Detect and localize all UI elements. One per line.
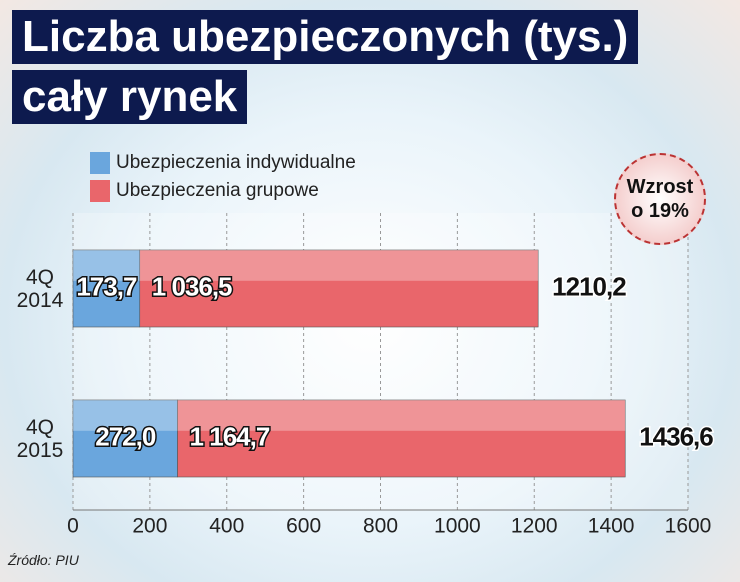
x-tick-label: 600 — [286, 515, 321, 538]
x-tick-label: 1400 — [588, 515, 635, 538]
x-tick-label: 800 — [363, 515, 398, 538]
source: Źródło: PIU — [8, 552, 79, 568]
value-label: 1 164,7 — [190, 421, 270, 451]
annotation: Wzrost o 19% — [614, 153, 706, 245]
total-label: 1210,2 — [552, 271, 626, 301]
chart-subtitle: cały rynek — [12, 70, 248, 124]
chart-title: Liczba ubezpieczonych (tys.) — [12, 10, 639, 64]
x-tick-label: 400 — [209, 515, 244, 538]
bar — [177, 399, 626, 478]
x-tick-label: 1200 — [511, 515, 558, 538]
x-tick-label: 200 — [132, 515, 167, 538]
total-label: 1436,6 — [639, 421, 713, 451]
bar — [139, 249, 539, 328]
bar — [72, 399, 178, 478]
bar-highlight — [73, 400, 178, 431]
bar — [72, 249, 141, 328]
bar-highlight — [177, 400, 626, 431]
x-tick-label: 1000 — [434, 515, 481, 538]
legend-swatch — [90, 152, 110, 174]
bar-highlight — [139, 250, 539, 281]
legend-label: Ubezpieczenia indywidualne — [116, 152, 356, 173]
legend-label: Ubezpieczenia grupowe — [116, 180, 319, 201]
bar-highlight — [73, 250, 140, 281]
value-label: 272,0 — [95, 421, 156, 451]
x-tick-label: 1600 — [665, 515, 712, 538]
value-label: 173,7 — [76, 271, 137, 301]
y-tick-label: 4Q 2014 — [16, 265, 64, 312]
y-tick-label: 4Q 2015 — [16, 415, 64, 462]
legend-swatch — [90, 180, 110, 202]
value-label: 1 036,5 — [152, 271, 232, 301]
x-tick-label: 0 — [67, 515, 79, 538]
